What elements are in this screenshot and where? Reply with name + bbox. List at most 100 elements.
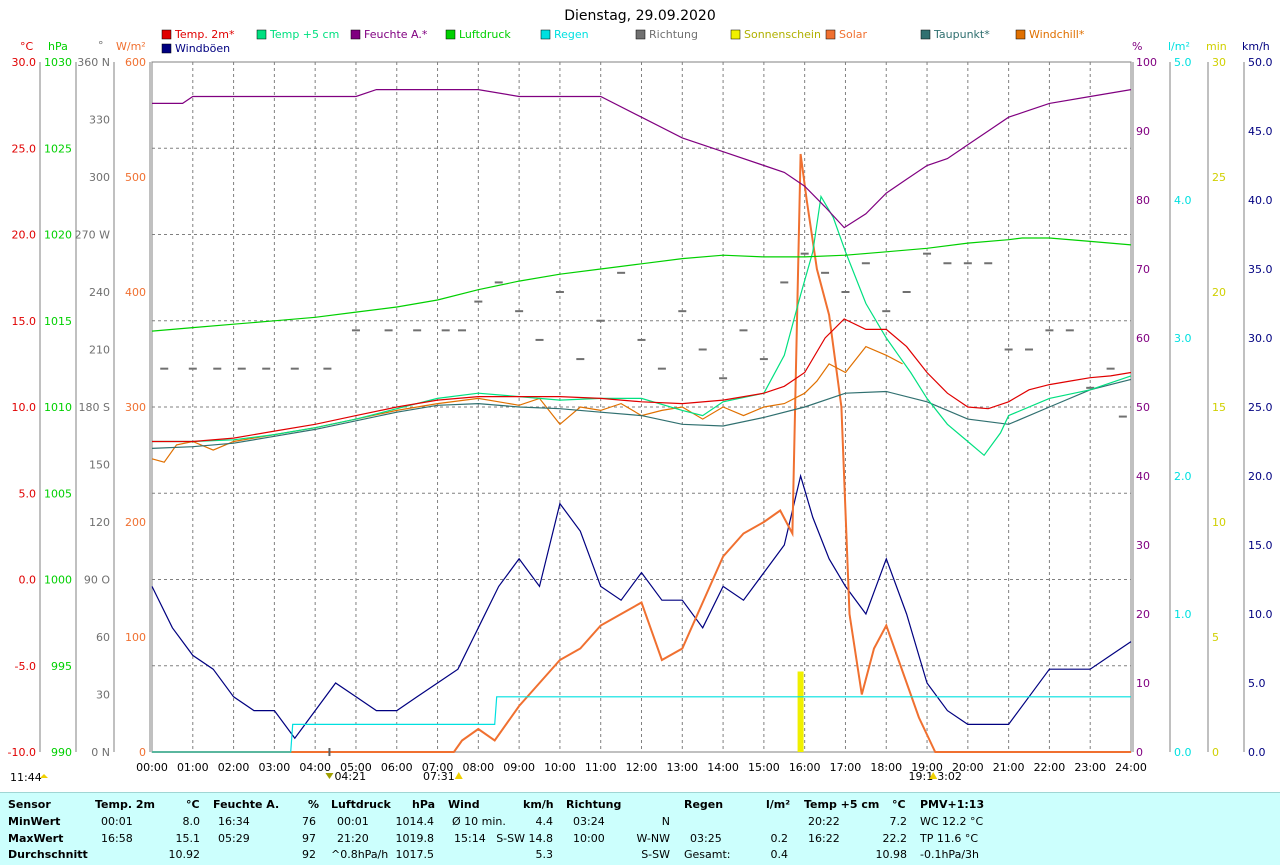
legend-swatch-5 (635, 29, 646, 40)
axis-tick-solar-0: 600 (125, 56, 146, 69)
stats-min-temp-value: 8.0 (182, 815, 201, 828)
stats-min-temp5-value: 7.2 (889, 815, 908, 828)
legend-label-10: Windböen (175, 42, 230, 55)
axis-tick-rain-0: 5.0 (1174, 56, 1192, 69)
sunset-icon (929, 772, 938, 779)
direction-point-22 (678, 310, 687, 313)
x-tick-14: 14:00 (707, 761, 739, 774)
legend-label-6: Sonnenschein (744, 28, 821, 41)
stats-min-humidity-time: 16:34 (218, 815, 250, 828)
stats-min-temp5-time: 20:22 (808, 815, 840, 828)
series-line-regen (152, 696, 1131, 753)
axis-tick-wind-1: 45.0 (1248, 125, 1273, 138)
legend-label-2: Feuchte A.* (364, 28, 428, 41)
stats-header-direction: Richtung (566, 798, 622, 811)
sunrise-icon (454, 772, 463, 779)
direction-point-44 (1118, 415, 1127, 418)
axis-unit-temp: °C (20, 40, 34, 53)
stats-max-wind-time: 15:14 (454, 832, 486, 845)
axis-tick-sunshine-4: 10 (1212, 516, 1226, 529)
stats-header-sensor: Sensor (8, 798, 51, 811)
axis-tick-wind-0: 50.0 (1248, 56, 1273, 69)
direction-point-25 (739, 329, 748, 332)
stats-min-wind-time: Ø 10 min. (452, 815, 506, 828)
stats-avg-rain-label: Gesamt: (684, 848, 731, 861)
series-line-solar (152, 153, 1131, 753)
stats-avg-rain-value: 0.4 (770, 848, 789, 861)
direction-point-27 (780, 281, 789, 284)
direction-point-36 (963, 262, 972, 265)
direction-point-34 (923, 252, 932, 255)
moonrise-label: 3:02 (937, 770, 962, 783)
series-line-windb-en (151, 473, 1132, 740)
direction-point-14 (515, 310, 524, 313)
axis-tick-wind-7: 15.0 (1248, 539, 1273, 552)
legend-swatch-3 (445, 29, 456, 40)
x-tick-4: 04:00 (299, 761, 331, 774)
axis-tick-temp-2: 20.0 (12, 229, 37, 242)
stats-avg-pmv: -0.1hPa/3h (920, 848, 979, 861)
legend-label-3: Luftdruck (459, 28, 511, 41)
legend-label-8: Taupunkt* (933, 28, 990, 41)
axis-tick-pressure-7: 995 (51, 660, 72, 673)
x-tick-3: 03:00 (259, 761, 291, 774)
direction-point-0 (160, 367, 169, 370)
axis-tick-direction-10: 60 (96, 631, 110, 644)
axis-tick-temp-1: 25.0 (12, 142, 37, 155)
direction-point-18 (596, 319, 605, 322)
axis-tick-direction-6: 180 S (79, 401, 110, 414)
axis-tick-humidity-9: 10 (1136, 677, 1150, 690)
x-tick-24: 24:00 (1115, 761, 1147, 774)
axis-tick-direction-11: 30 (96, 689, 110, 702)
legend-label-7: Solar (839, 28, 868, 41)
axis-tick-solar-3: 300 (125, 401, 146, 414)
direction-point-15 (535, 338, 544, 341)
direction-point-40 (1045, 329, 1054, 332)
stats-max-pressure-time: 21:20 (337, 832, 369, 845)
legend-swatch-0 (161, 29, 172, 40)
series-line-temp-5-cm (152, 194, 1132, 457)
x-tick-15: 15:00 (748, 761, 780, 774)
direction-point-8 (384, 329, 393, 332)
axis-tick-humidity-0: 100 (1136, 56, 1157, 69)
axis-tick-humidity-10: 0 (1136, 746, 1143, 759)
axis-tick-humidity-5: 50 (1136, 401, 1150, 414)
stats-avg-temp-value: 10.92 (168, 848, 201, 861)
legend-label-1: Temp +5 cm (269, 28, 339, 41)
x-tick-1: 01:00 (177, 761, 209, 774)
direction-point-13 (494, 281, 503, 284)
axis-unit-wind: km/h (1242, 40, 1270, 53)
stats-min-wind-value: 4.4 (535, 815, 554, 828)
stats-min-pressure-value: 1014.4 (395, 815, 435, 828)
grid: 00:00 01:00 02:00 03:00 04:00 05:00 06:00 07:00… (136, 61, 1147, 774)
direction-point-3 (237, 367, 246, 370)
direction-point-28 (800, 252, 809, 255)
statistics-panel: Sensor Temp. 2m °C Feuchte A. % Luftdruc… (0, 792, 1280, 865)
x-tick-13: 13:00 (666, 761, 698, 774)
stats-header-temp5: Temp +5 cm (804, 798, 880, 811)
direction-point-32 (882, 310, 891, 313)
axis-tick-pressure-4: 1010 (44, 401, 72, 414)
axis-tick-pressure-8: 990 (51, 746, 72, 759)
direction-point-23 (698, 348, 707, 351)
stats-max-wind-value: S-SW 14.8 (496, 832, 553, 845)
axis-tick-temp-5: 5.0 (19, 487, 37, 500)
axis-tick-pressure-6: 1000 (44, 574, 72, 587)
sun-icon-left (40, 774, 48, 778)
stats-avg-label: Durchschnitt (8, 848, 88, 861)
direction-point-7 (351, 329, 360, 332)
x-tick-5: 05:00 (340, 761, 372, 774)
direction-point-33 (902, 291, 911, 293)
stats-avg-pressure-trend: ^0.8hPa/h (331, 848, 389, 861)
stats-header-wind-unit: km/h (523, 798, 554, 811)
axis-tick-direction-9: 90 O (84, 574, 110, 587)
direction-point-24 (719, 377, 728, 380)
axis-tick-sunshine-3: 15 (1212, 401, 1226, 414)
x-tick-19: 19:00 (911, 761, 943, 774)
axis-tick-wind-10: 0.0 (1248, 746, 1266, 759)
stats-min-temp-time: 00:01 (101, 815, 133, 828)
direction-point-29 (821, 271, 830, 274)
stats-header-temp5-unit: °C (892, 798, 906, 811)
stats-max-row: MaxWert 16:58 15.1 05:29 97 21:20 1019.8… (0, 832, 1280, 848)
x-tick-17: 17:00 (830, 761, 862, 774)
